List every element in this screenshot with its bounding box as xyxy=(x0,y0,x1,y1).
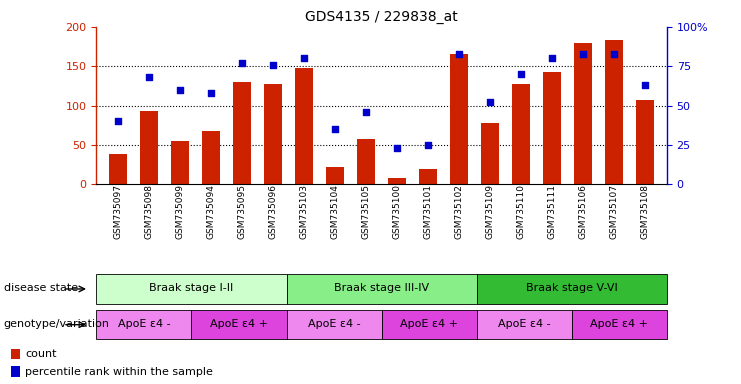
Point xyxy=(236,60,248,66)
Bar xyxy=(326,167,345,184)
Point xyxy=(329,126,341,132)
Bar xyxy=(287,310,382,339)
Bar xyxy=(140,111,159,184)
Bar xyxy=(636,100,654,184)
Bar xyxy=(357,139,376,184)
Point xyxy=(205,90,217,96)
Text: percentile rank within the sample: percentile rank within the sample xyxy=(25,366,213,377)
Text: ApoE ε4 -: ApoE ε4 - xyxy=(498,319,551,329)
Bar xyxy=(264,84,282,184)
Text: GSM735102: GSM735102 xyxy=(455,184,464,239)
Text: ApoE ε4 -: ApoE ε4 - xyxy=(118,319,170,329)
Text: GSM735098: GSM735098 xyxy=(144,184,153,239)
Point xyxy=(608,51,620,57)
Bar xyxy=(450,55,468,184)
Bar xyxy=(109,154,127,184)
Bar xyxy=(170,141,190,184)
Point xyxy=(112,118,124,124)
Point xyxy=(143,74,155,80)
Point xyxy=(268,61,279,68)
Text: GSM735094: GSM735094 xyxy=(207,184,216,239)
Bar xyxy=(419,169,437,184)
Text: ApoE ε4 +: ApoE ε4 + xyxy=(210,319,268,329)
Bar xyxy=(11,366,21,377)
Point xyxy=(391,145,403,151)
Bar xyxy=(382,310,476,339)
Text: GSM735095: GSM735095 xyxy=(238,184,247,239)
Bar xyxy=(572,310,667,339)
Title: GDS4135 / 229838_at: GDS4135 / 229838_at xyxy=(305,10,458,25)
Point xyxy=(422,142,434,148)
Text: GSM735104: GSM735104 xyxy=(330,184,339,239)
Bar xyxy=(476,274,667,304)
Point xyxy=(639,82,651,88)
Text: GSM735110: GSM735110 xyxy=(516,184,525,239)
Point xyxy=(484,99,496,106)
Text: GSM735106: GSM735106 xyxy=(579,184,588,239)
Text: GSM735111: GSM735111 xyxy=(548,184,556,239)
Bar xyxy=(574,43,593,184)
Point xyxy=(360,109,372,115)
Bar xyxy=(295,68,313,184)
Text: GSM735100: GSM735100 xyxy=(393,184,402,239)
Text: GSM735097: GSM735097 xyxy=(113,184,122,239)
Bar xyxy=(543,72,562,184)
Bar xyxy=(481,123,499,184)
Text: GSM735109: GSM735109 xyxy=(485,184,495,239)
Text: ApoE ε4 -: ApoE ε4 - xyxy=(308,319,360,329)
Text: count: count xyxy=(25,349,57,359)
Bar xyxy=(605,40,623,184)
Text: GSM735108: GSM735108 xyxy=(641,184,650,239)
Bar xyxy=(388,178,406,184)
Text: disease state: disease state xyxy=(4,283,78,293)
Text: GSM735101: GSM735101 xyxy=(424,184,433,239)
Text: ApoE ε4 +: ApoE ε4 + xyxy=(400,319,458,329)
Text: GSM735107: GSM735107 xyxy=(610,184,619,239)
Text: Braak stage III-IV: Braak stage III-IV xyxy=(334,283,429,293)
Point xyxy=(174,87,186,93)
Bar xyxy=(96,274,287,304)
Bar xyxy=(202,131,220,184)
Text: Braak stage I-II: Braak stage I-II xyxy=(149,283,233,293)
Bar xyxy=(96,310,191,339)
Bar xyxy=(11,349,21,359)
Point xyxy=(453,51,465,57)
Text: GSM735099: GSM735099 xyxy=(176,184,185,239)
Text: GSM735105: GSM735105 xyxy=(362,184,370,239)
Text: genotype/variation: genotype/variation xyxy=(4,319,110,329)
Text: GSM735096: GSM735096 xyxy=(268,184,278,239)
Bar xyxy=(512,84,531,184)
Text: GSM735103: GSM735103 xyxy=(299,184,308,239)
Text: ApoE ε4 +: ApoE ε4 + xyxy=(591,319,648,329)
Point xyxy=(515,71,527,77)
Bar xyxy=(233,82,251,184)
Point xyxy=(577,51,589,57)
Point xyxy=(546,55,558,61)
Bar xyxy=(287,274,476,304)
Text: Braak stage V-VI: Braak stage V-VI xyxy=(526,283,618,293)
Bar xyxy=(476,310,572,339)
Point xyxy=(298,55,310,61)
Bar xyxy=(191,310,287,339)
